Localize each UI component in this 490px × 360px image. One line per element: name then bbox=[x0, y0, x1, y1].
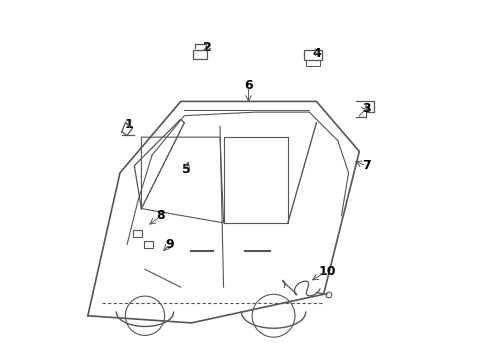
Text: 4: 4 bbox=[312, 47, 321, 60]
Bar bbox=[133, 230, 142, 237]
Text: 7: 7 bbox=[362, 159, 371, 172]
Text: 9: 9 bbox=[166, 238, 174, 251]
Bar bbox=[193, 50, 207, 59]
Bar bbox=[304, 50, 322, 60]
Bar bbox=[144, 241, 153, 248]
Text: 5: 5 bbox=[182, 163, 191, 176]
Text: 10: 10 bbox=[318, 265, 336, 278]
Text: 3: 3 bbox=[362, 102, 371, 115]
Text: 8: 8 bbox=[157, 209, 165, 222]
Text: 6: 6 bbox=[244, 79, 253, 92]
Text: 1: 1 bbox=[124, 118, 133, 131]
Text: 2: 2 bbox=[203, 41, 212, 54]
